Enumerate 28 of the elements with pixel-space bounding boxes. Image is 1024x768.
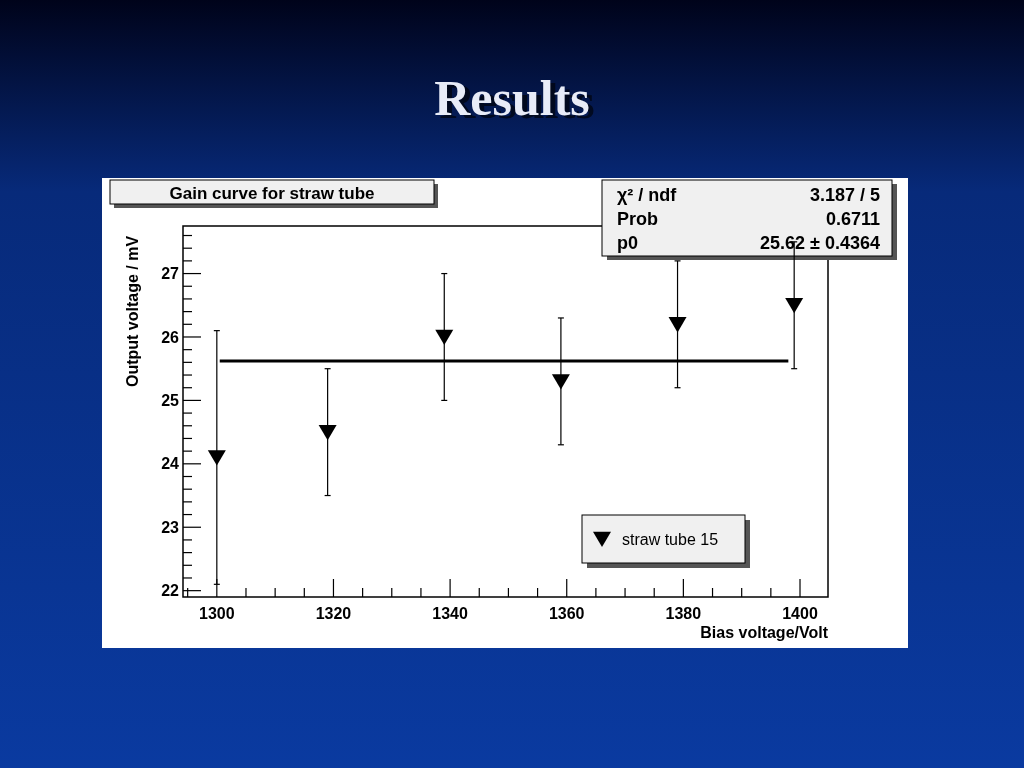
point [668,317,687,333]
y-tick-label: 22 [161,582,180,600]
point [435,329,454,346]
text: 3.187 / 5 [809,185,880,205]
annotation: 0.6711 [825,209,880,229]
annotation: 25.62 ± 0.4364 [760,233,880,253]
y-axis-title: Output voltage / mV [124,235,141,388]
point [207,450,226,466]
y-tick-label: 24 [161,455,180,473]
point [551,374,570,390]
x-tick-label: 1360 [548,605,585,622]
point [785,298,804,314]
annotation: p0 [617,233,639,253]
x-tick-label: 1320 [315,605,352,622]
text: χ² / ndf [617,185,678,205]
point [318,424,337,441]
y-tick-label: 26 [161,328,180,346]
chart-subtitle: Gain curve for straw tube [169,184,375,203]
x-axis-title: Bias voltage/Volt [700,624,829,641]
x-tick-label: 1340 [432,605,468,622]
annotation: Prob [617,209,659,229]
y-tick-label: 23 [161,518,180,536]
x-tick-label: 1300 [199,605,235,622]
x-tick-label: 1380 [665,605,702,622]
y-tick-label: 27 [161,265,180,283]
x-tick-label: 1400 [782,605,818,622]
legend-label: straw tube 15 [622,531,719,548]
y-tick-label: 25 [161,392,180,409]
